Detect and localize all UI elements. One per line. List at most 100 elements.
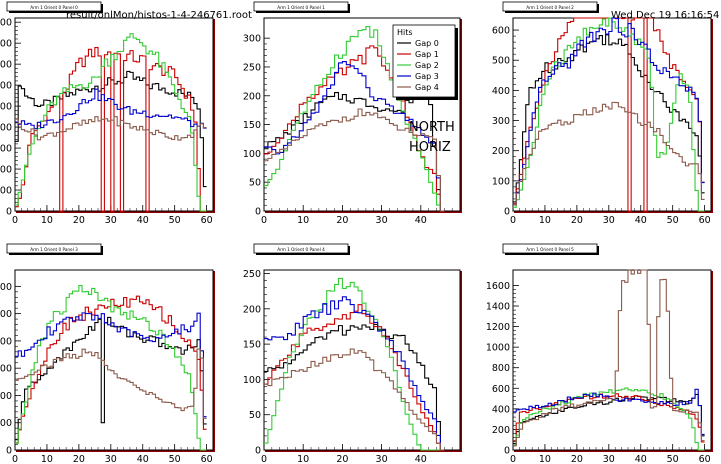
y-tick-label: 0 [6, 207, 12, 218]
x-tick-label: 20 [571, 215, 583, 226]
frame-shadow-right [460, 19, 462, 213]
series-line-gap2 [513, 17, 705, 212]
orientation-label-north: NORTH [409, 120, 455, 135]
frame-shadow-bottom [514, 450, 713, 452]
y-tick-label: 1600 [486, 281, 510, 292]
x-tick-label: 50 [169, 215, 181, 226]
y-tick-label: 0 [6, 446, 12, 457]
y-tick-label: 50 [249, 178, 261, 189]
frame-shadow-bottom [16, 211, 215, 213]
y-tick-label: 100 [243, 375, 261, 386]
x-tick-label: 40 [415, 215, 427, 226]
y-tick-label: 200 [492, 146, 510, 157]
y-tick-label: 500 [492, 56, 510, 67]
x-tick-label: 20 [73, 454, 85, 464]
plot-frame [512, 269, 712, 451]
x-tick-label: 10 [41, 215, 53, 226]
y-tick-label: 400 [492, 86, 510, 97]
x-tick-label: 10 [539, 454, 551, 464]
title-box [253, 243, 349, 254]
panel-title: Arm 1 Orient 0 Panel 4 [277, 247, 325, 252]
y-tick-label: 1200 [486, 322, 510, 333]
series-line-gap2 [15, 33, 207, 212]
y-tick-label: 150 [243, 340, 261, 351]
x-tick-label: 20 [73, 215, 85, 226]
series-line-gap4 [513, 101, 705, 206]
legend-entry-gap1: Gap 1 [415, 50, 439, 59]
y-tick-label: 500 [0, 102, 12, 113]
x-tick-label: 0 [12, 215, 18, 226]
y-tick-label: 200 [0, 165, 12, 176]
x-tick-label: 30 [376, 215, 388, 226]
histogram-panel-0: Arm 1 Orient 0 Panel 0010020030040050060… [0, 1, 215, 226]
series-line-gap2 [513, 387, 705, 451]
series-line-gap3 [513, 17, 705, 206]
y-tick-label: 300 [0, 364, 12, 375]
frame-shadow-bottom [265, 211, 462, 213]
frame-shadow-right [213, 19, 215, 213]
x-tick-label: 0 [510, 215, 516, 226]
y-tick-label: 400 [0, 123, 12, 134]
series-line-gap0 [264, 323, 445, 451]
y-tick-label: 0 [504, 207, 510, 218]
y-tick-label: 0 [255, 207, 261, 218]
plot-frame [512, 17, 712, 212]
series-line-gap4 [264, 108, 445, 212]
x-tick-label: 60 [201, 215, 213, 226]
y-tick-label: 100 [0, 186, 12, 197]
panel-title: Arm 1 Orient 0 Panel 1 [277, 5, 325, 10]
histogram-panel-4: Arm 1 Orient 0 Panel 4 0 50 100 150 200 250 0 10… [243, 243, 462, 464]
x-tick-label: 50 [667, 215, 679, 226]
title-box [253, 1, 349, 12]
frame-shadow-bottom [16, 450, 215, 452]
y-tick-label: 800 [0, 39, 12, 50]
plot-frame [14, 269, 214, 451]
orientation-label-horiz: HORIZ [409, 140, 451, 155]
panel-title: Arm 1 Orient 0 Panel 0 [30, 5, 78, 10]
y-tick-label: 200 [243, 304, 261, 315]
x-tick-label: 0 [261, 454, 267, 464]
x-tick-label: 40 [137, 454, 149, 464]
y-tick-label: 0 [255, 446, 261, 457]
x-tick-label: 20 [336, 215, 348, 226]
legend-title: Hits [397, 28, 413, 37]
title-box [6, 1, 102, 12]
title-box [502, 243, 598, 254]
x-tick-label: 60 [201, 454, 213, 464]
y-tick-label: 300 [0, 144, 12, 155]
y-tick-label: 1000 [486, 343, 510, 354]
series-line-gap3 [15, 88, 207, 130]
y-tick-label: 600 [0, 282, 12, 293]
y-tick-label: 250 [243, 269, 261, 280]
y-tick-label: 800 [492, 363, 510, 374]
frame-shadow-bottom [265, 450, 462, 452]
y-tick-label: 600 [492, 26, 510, 37]
y-tick-label: 100 [0, 418, 12, 429]
x-tick-label: 10 [297, 454, 309, 464]
y-tick-label: 200 [0, 391, 12, 402]
x-tick-label: 0 [12, 454, 18, 464]
x-tick-label: 40 [137, 215, 149, 226]
x-tick-label: 10 [41, 454, 53, 464]
y-tick-label: 300 [492, 116, 510, 127]
series-line-gap2 [264, 26, 445, 212]
x-tick-label: 0 [261, 215, 267, 226]
histogram-panel-3: Arm 1 Orient 0 Panel 3010020030040050060… [0, 243, 215, 464]
x-tick-label: 10 [539, 215, 551, 226]
y-tick-label: 600 [0, 81, 12, 92]
y-tick-label: 700 [0, 60, 12, 71]
y-tick-label: 50 [249, 410, 261, 421]
y-tick-label: 600 [492, 384, 510, 395]
y-tick-label: 200 [243, 91, 261, 102]
x-tick-label: 20 [336, 454, 348, 464]
x-tick-label: 0 [510, 454, 516, 464]
frame-shadow-right [213, 271, 215, 452]
panel-title: Arm 1 Orient 0 Panel 3 [30, 247, 78, 252]
legend-entry-gap4: Gap 4 [415, 83, 439, 92]
y-tick-label: 100 [492, 176, 510, 187]
y-tick-label: 1400 [486, 302, 510, 313]
x-tick-label: 50 [667, 454, 679, 464]
x-tick-label: 20 [571, 454, 583, 464]
